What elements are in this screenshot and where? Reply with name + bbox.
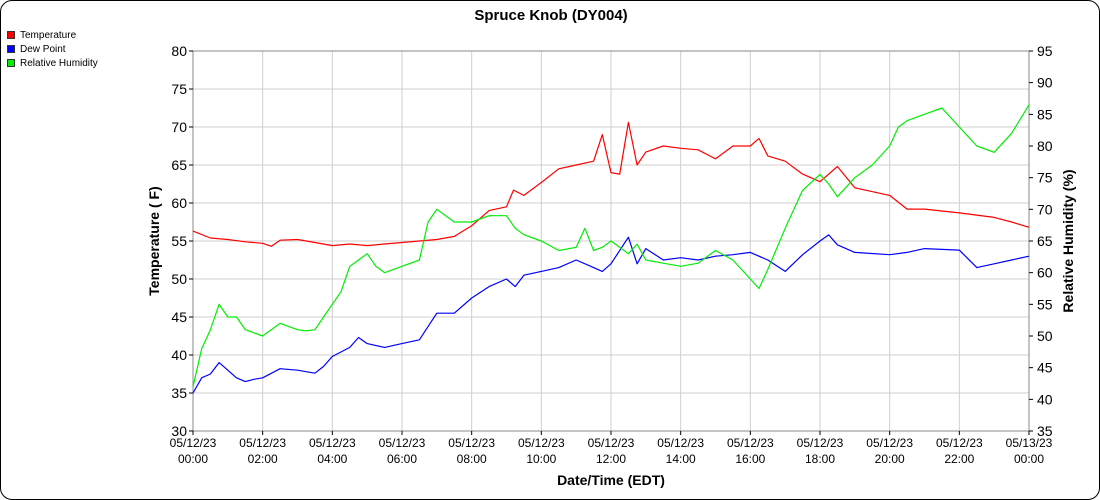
- x-tick-date: 05/12/23: [518, 436, 565, 450]
- x-tick-date: 05/13/23: [1006, 436, 1053, 450]
- y-tick-label: 35: [171, 385, 187, 401]
- y2-tick-label: 55: [1037, 296, 1053, 312]
- series-lines: [192, 104, 1030, 394]
- x-axis-label: Date/Time (EDT): [557, 472, 665, 488]
- y-tick-label: 40: [171, 347, 187, 363]
- y-tick-label: 65: [171, 157, 187, 173]
- x-tick-date: 05/12/23: [588, 436, 635, 450]
- x-tick-time: 10:00: [526, 452, 556, 466]
- y2-tick-label: 45: [1037, 360, 1053, 376]
- x-tick-time: 12:00: [596, 452, 626, 466]
- y-axis-label: Temperature ( F): [146, 186, 162, 295]
- x-tick-time: 20:00: [875, 452, 905, 466]
- y2-tick-label: 35: [1037, 423, 1053, 439]
- legend-label-relative-humidity: Relative Humidity: [20, 57, 98, 69]
- legend-item-relative-humidity: Relative Humidity: [7, 56, 98, 70]
- series-line-dew-point: [192, 234, 1030, 394]
- x-axis-ticks: 05/12/23 00:00 05/12/23 02:00 05/12/23 04:00 0…: [170, 431, 1053, 466]
- chart-legend: Temperature Dew Point Relative Humidity: [7, 28, 98, 70]
- y2-tick-label: 65: [1037, 233, 1053, 249]
- x-tick-date: 05/12/23: [797, 436, 844, 450]
- y-tick-label: 50: [171, 271, 187, 287]
- x-tick-time: 14:00: [666, 452, 696, 466]
- y-tick-label: 60: [171, 195, 187, 211]
- y2-axis-ticks: 35 40 45 50 55 60 65 70 75 80 85 90 95: [1029, 43, 1053, 439]
- y2-axis-label: Relative Humidity (%): [1060, 169, 1076, 312]
- series-line-relative-humidity: [192, 104, 1030, 387]
- y-tick-label: 45: [171, 309, 187, 325]
- x-tick-date: 05/12/23: [727, 436, 774, 450]
- y-tick-label: 75: [171, 81, 187, 97]
- legend-swatch-relative-humidity: [7, 59, 15, 67]
- x-tick-date: 05/12/23: [657, 436, 704, 450]
- legend-label-temperature: Temperature: [20, 29, 77, 41]
- x-tick-date: 05/12/23: [448, 436, 495, 450]
- y-tick-label: 80: [171, 43, 187, 59]
- y2-tick-label: 85: [1037, 106, 1053, 122]
- x-tick-time: 16:00: [735, 452, 765, 466]
- y2-tick-label: 70: [1037, 201, 1053, 217]
- x-tick-date: 05/12/23: [936, 436, 983, 450]
- x-tick-date: 05/12/23: [379, 436, 426, 450]
- x-tick-time: 22:00: [944, 452, 974, 466]
- x-tick-time: 02:00: [248, 452, 278, 466]
- legend-swatch-dew-point: [7, 45, 15, 53]
- x-tick-time: 00:00: [1014, 452, 1044, 466]
- series-line-temperature: [192, 121, 1030, 247]
- y2-tick-label: 40: [1037, 391, 1053, 407]
- x-tick-date: 05/12/23: [309, 436, 356, 450]
- y2-tick-label: 50: [1037, 328, 1053, 344]
- y2-tick-label: 60: [1037, 265, 1053, 281]
- y-tick-label: 55: [171, 233, 187, 249]
- y2-tick-label: 80: [1037, 138, 1053, 154]
- y2-tick-label: 75: [1037, 170, 1053, 186]
- legend-label-dew-point: Dew Point: [20, 43, 66, 55]
- chart-title: Spruce Knob (DY004): [474, 7, 627, 24]
- x-tick-date: 05/12/23: [170, 436, 217, 450]
- legend-item-temperature: Temperature: [7, 28, 98, 42]
- x-tick-time: 00:00: [178, 452, 208, 466]
- x-tick-time: 18:00: [805, 452, 835, 466]
- x-tick-time: 08:00: [457, 452, 487, 466]
- y-tick-label: 30: [171, 423, 187, 439]
- x-tick-time: 04:00: [317, 452, 347, 466]
- x-tick-date: 05/12/23: [239, 436, 286, 450]
- x-tick-time: 06:00: [387, 452, 417, 466]
- y2-tick-label: 95: [1037, 43, 1053, 59]
- legend-item-dew-point: Dew Point: [7, 42, 98, 56]
- y-tick-label: 70: [171, 119, 187, 135]
- y2-tick-label: 90: [1037, 75, 1053, 91]
- x-tick-date: 05/12/23: [866, 436, 913, 450]
- y-axis-ticks: 30 35 40 45 50 55 60 65 70 75 80: [171, 43, 193, 439]
- legend-swatch-temperature: [7, 31, 15, 39]
